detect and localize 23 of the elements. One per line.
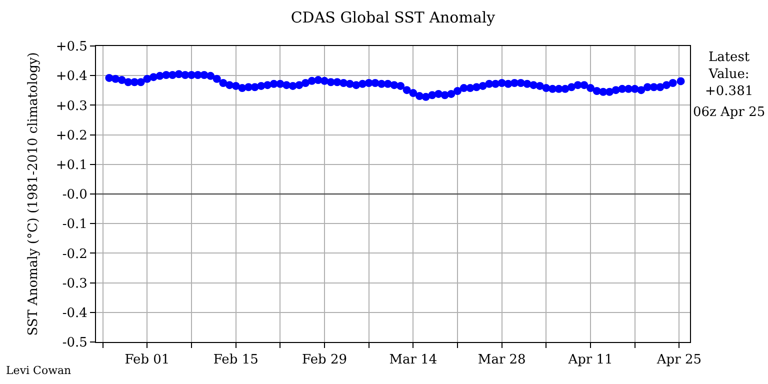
y-tick-label: -0.0 (62, 188, 88, 203)
y-tick-label: -0.4 (62, 306, 88, 321)
y-tick-label: -0.3 (62, 276, 88, 292)
x-tick-label: Feb 15 (213, 352, 258, 368)
text: Levi Cowan (6, 364, 72, 377)
y-tick-label: +0.3 (56, 98, 88, 114)
chart-title: CDAS Global SST Anomaly (290, 8, 496, 27)
y-tick-label: +0.1 (56, 158, 88, 173)
y-tick-label: -0.5 (62, 336, 88, 351)
x-tick-label: Mar 14 (389, 352, 438, 368)
x-tick-label: Feb 01 (124, 352, 170, 368)
y-tick-label: +0.4 (56, 69, 88, 84)
x-tick-label: Apr 11 (567, 352, 613, 368)
x-tick-label: Mar 28 (478, 352, 526, 368)
y-tick-label: +0.5 (56, 40, 88, 55)
y-axis-title: SST Anomaly (°C) (1981-2010 climatology) (26, 52, 41, 336)
y-tick-label: -0.2 (62, 246, 88, 262)
y-tick-label: -0.1 (62, 217, 88, 232)
x-tick-label: Feb 29 (302, 352, 348, 368)
text: Latest Value: +0.381 (705, 50, 754, 99)
y-tick-label: +0.2 (56, 128, 88, 144)
text: 06z Apr 25 (693, 105, 766, 120)
x-tick-label: Apr 25 (656, 352, 702, 368)
